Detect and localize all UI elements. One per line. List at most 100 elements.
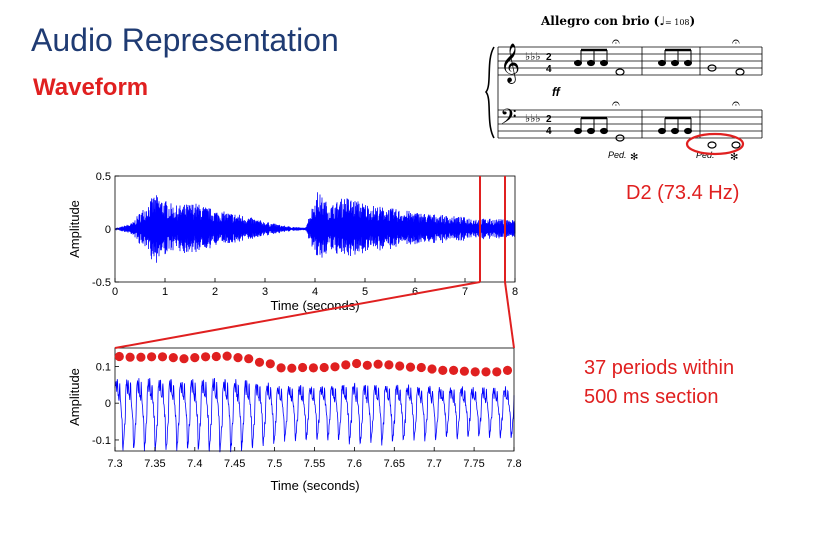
note-head <box>574 59 582 67</box>
pedal-release-icon: ✻ <box>630 152 638 163</box>
zoom-xtick-label: 7.3 <box>107 458 122 470</box>
overview-xlabel: Time (seconds) <box>270 298 359 313</box>
tempo-text: Allegro con brio <box>541 14 650 28</box>
dynamic-marking: ff <box>552 85 561 99</box>
metronome-close: ) <box>689 14 696 28</box>
note-head <box>707 64 717 72</box>
period-peak-marker <box>168 353 178 363</box>
note-head <box>615 134 625 142</box>
metronome-value: = 108 <box>665 18 690 27</box>
key-signature-bass: ♭♭♭ <box>525 113 541 125</box>
period-peak-marker <box>244 354 254 364</box>
period-peak-marker <box>384 360 394 370</box>
fermata-icon: 𝄐 <box>612 95 620 111</box>
period-peak-marker <box>265 359 275 369</box>
overview-waveform-line <box>114 192 516 263</box>
period-peak-marker <box>276 363 286 373</box>
period-peak-marker <box>502 365 513 375</box>
zoom-xtick-label: 7.7 <box>427 458 442 470</box>
note-head <box>684 59 692 67</box>
overview-highlight <box>479 176 506 282</box>
period-peak-marker <box>395 361 405 371</box>
period-peak-marker <box>362 360 372 370</box>
period-peak-marker <box>254 357 265 367</box>
periods-line-2: 500 ms section <box>584 386 719 408</box>
note-label: D2 (73.4 Hz) <box>626 182 740 204</box>
period-peak-marker <box>373 359 383 369</box>
period-peak-marker <box>136 352 146 362</box>
period-peak-marker <box>157 352 168 362</box>
key-signature-treble: ♭♭♭ <box>525 51 541 63</box>
slide-title: Audio Representation <box>31 22 339 58</box>
pedal-marking: Ped. <box>608 150 627 160</box>
fermata-icon: 𝄐 <box>612 33 620 49</box>
overview-ytick-label: 0 <box>105 224 111 236</box>
period-peak-marker <box>427 364 437 374</box>
note-head <box>707 141 717 149</box>
zoom-waveform-line <box>114 377 515 453</box>
period-peak-marker <box>201 352 211 362</box>
note-head <box>731 141 741 149</box>
zoom-xtick-label: 7.35 <box>144 458 165 470</box>
note-head <box>671 127 679 135</box>
zoom-ytick-label: -0.1 <box>92 435 111 447</box>
note-head <box>600 127 608 135</box>
overview-ytick-label: -0.5 <box>92 277 111 289</box>
period-peak-marker <box>416 362 426 373</box>
tempo-marking: Allegro con brio (♩= 108) <box>541 14 695 28</box>
period-peak-marker <box>459 366 469 376</box>
note-head <box>684 127 692 135</box>
treble-clef-icon: 𝄞 <box>500 44 520 84</box>
fermata-icon: 𝄐 <box>732 33 740 49</box>
overview-xtick-label: 1 <box>162 286 168 298</box>
period-peak-marker <box>405 362 416 372</box>
bass-clef-icon: 𝄢 <box>500 104 517 134</box>
overview-xtick-label: 7 <box>462 286 468 298</box>
time-sig-treble: 4 <box>546 64 552 75</box>
period-peak-marker <box>330 362 340 372</box>
zoom-chart: 7.3 7.35 7.4 7.45 7.5 7.55 7.6 7.65 7.7 7.75 7.8 0.… <box>67 347 522 493</box>
zoom-peak-markers <box>114 351 513 377</box>
zoom-ytick-label: 0 <box>105 398 111 410</box>
period-peak-marker <box>319 362 329 373</box>
period-peak-marker <box>449 365 459 375</box>
overview-xtick-label: 2 <box>212 286 218 298</box>
pedal-marking: Ped. <box>696 150 715 160</box>
brace-icon <box>484 46 495 139</box>
zoom-waveform <box>114 377 515 453</box>
periods-line-1: 37 periods within <box>584 357 735 379</box>
note-head <box>615 68 625 76</box>
fermata-icon: 𝄐 <box>732 95 740 111</box>
period-peak-marker <box>492 367 502 377</box>
overview-ylabel: Amplitude <box>67 200 82 258</box>
overview-xtick-label: 0 <box>112 286 118 298</box>
period-peak-marker <box>125 352 135 362</box>
zoom-xtick-label: 7.65 <box>384 458 405 470</box>
quarter-note-icon: ♩ <box>659 14 665 28</box>
note-head <box>671 59 679 67</box>
note-head <box>658 127 666 135</box>
period-peak-marker <box>222 351 232 361</box>
note-head <box>735 68 745 76</box>
zoom-xtick-label: 7.4 <box>187 458 202 470</box>
overview-chart: 0 1 2 3 4 5 6 7 80.50-0.5 Time (seconds) Amplitu… <box>67 171 518 313</box>
overview-xtick-label: 5 <box>362 286 368 298</box>
overview-waveform <box>114 192 516 263</box>
slide-subtitle: Waveform <box>33 74 149 101</box>
period-peak-marker <box>438 365 448 375</box>
period-peak-marker <box>341 360 351 370</box>
period-peak-marker <box>114 351 124 362</box>
zoom-ylabel: Amplitude <box>67 368 82 426</box>
zoom-xtick-label: 7.8 <box>506 458 521 470</box>
overview-xtick-label: 3 <box>262 286 268 298</box>
overview-ytick-label: 0.5 <box>96 171 111 183</box>
period-peak-marker <box>352 358 362 369</box>
overview-xtick-label: 8 <box>512 286 518 298</box>
note-head <box>658 59 666 67</box>
periods-label: 37 periods within 500 ms section <box>584 354 804 412</box>
note-head <box>587 59 595 67</box>
period-peak-marker <box>308 363 318 373</box>
period-peak-marker <box>287 363 297 373</box>
time-sig-bass: 4 <box>546 126 552 137</box>
note-head <box>574 127 582 135</box>
